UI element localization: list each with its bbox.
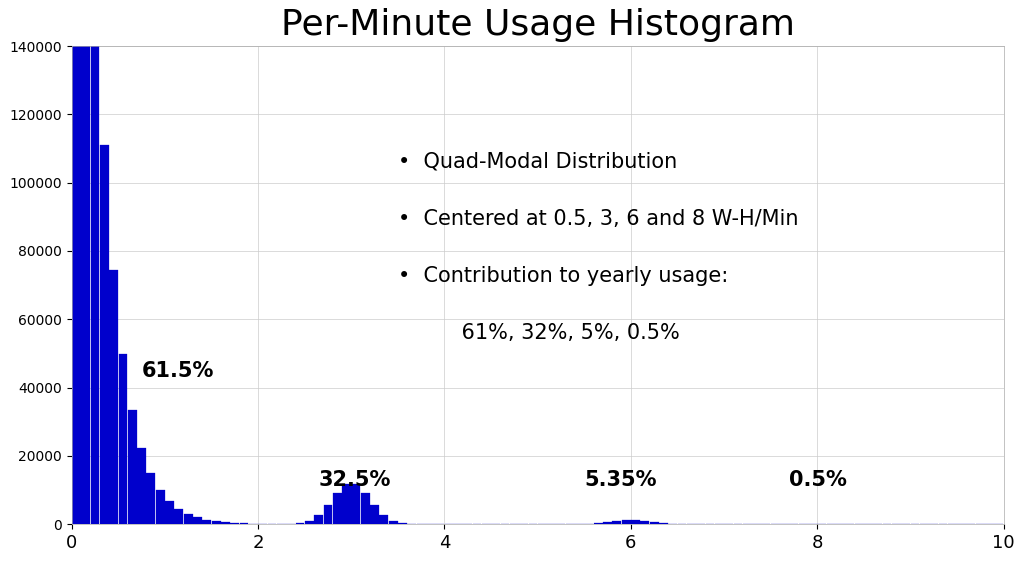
Bar xyxy=(156,490,165,524)
Bar xyxy=(296,523,304,524)
Text: 5.35%: 5.35% xyxy=(584,470,656,490)
Bar xyxy=(612,521,622,524)
Bar xyxy=(649,522,658,524)
Bar xyxy=(137,448,146,524)
Bar xyxy=(333,493,342,524)
Text: 61.5%: 61.5% xyxy=(141,361,214,381)
Bar xyxy=(174,509,183,524)
Bar xyxy=(342,484,351,524)
Bar xyxy=(305,521,313,524)
Bar xyxy=(90,0,99,524)
Text: •  Contribution to yearly usage:: • Contribution to yearly usage: xyxy=(397,266,728,286)
Text: 0.5%: 0.5% xyxy=(790,470,847,490)
Bar xyxy=(398,523,407,524)
Bar xyxy=(230,523,240,524)
Bar xyxy=(165,501,174,524)
Bar xyxy=(212,521,220,524)
Bar xyxy=(594,523,602,524)
Bar xyxy=(324,505,333,524)
Bar xyxy=(128,410,136,524)
Bar xyxy=(100,145,109,524)
Bar xyxy=(240,523,249,524)
Bar xyxy=(110,270,118,524)
Text: •  Centered at 0.5, 3, 6 and 8 W-H/Min: • Centered at 0.5, 3, 6 and 8 W-H/Min xyxy=(397,209,799,229)
Bar xyxy=(119,354,127,524)
Bar xyxy=(640,521,649,524)
Bar xyxy=(603,522,612,524)
Bar xyxy=(183,514,193,524)
Bar xyxy=(622,520,631,524)
Bar xyxy=(370,505,379,524)
Text: 32.5%: 32.5% xyxy=(318,470,391,490)
Bar xyxy=(389,521,397,524)
Bar xyxy=(659,523,668,524)
Bar xyxy=(360,493,370,524)
Bar xyxy=(314,516,323,524)
Bar xyxy=(146,473,156,524)
Bar xyxy=(351,484,360,524)
Bar xyxy=(72,0,81,524)
Bar xyxy=(203,520,211,524)
Bar xyxy=(631,520,640,524)
Bar xyxy=(221,522,229,524)
Bar xyxy=(194,517,202,524)
Title: Per-Minute Usage Histogram: Per-Minute Usage Histogram xyxy=(281,8,795,42)
Text: 61%, 32%, 5%, 0.5%: 61%, 32%, 5%, 0.5% xyxy=(435,323,680,343)
Bar xyxy=(81,0,90,524)
Bar xyxy=(380,516,388,524)
Text: •  Quad-Modal Distribution: • Quad-Modal Distribution xyxy=(397,151,677,171)
